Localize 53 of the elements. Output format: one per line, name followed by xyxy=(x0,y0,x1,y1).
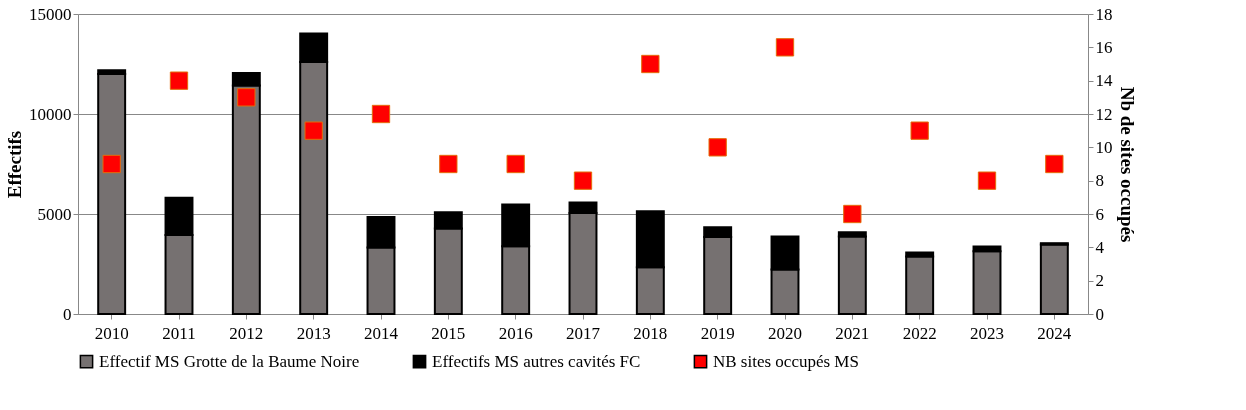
y-tick-label: 15000 xyxy=(29,4,72,24)
y2-tick-label: 14 xyxy=(1095,71,1113,91)
legend-label: Effectif MS Grotte de la Baume Noire xyxy=(99,351,360,371)
bar xyxy=(97,73,127,315)
y2-tick-label: 4 xyxy=(1095,237,1105,257)
legend-label: Effectifs MS autres cavités FC xyxy=(432,351,641,371)
point xyxy=(506,154,525,174)
y2-tick-label: 12 xyxy=(1095,104,1113,124)
legend-label: NB sites occupés MS xyxy=(713,351,859,371)
bar xyxy=(837,235,867,315)
x-tick-label: 2012 xyxy=(229,323,264,343)
bar xyxy=(905,255,935,315)
point xyxy=(910,121,929,140)
point xyxy=(977,171,997,190)
y2-tick-label: 16 xyxy=(1095,37,1113,57)
y-tick-label: 0 xyxy=(63,304,72,324)
x-tick-label: 2016 xyxy=(498,323,533,343)
x-tick-label: 2022 xyxy=(902,323,937,343)
y-tick-label: 5000 xyxy=(37,204,72,224)
x-tick-label: 2023 xyxy=(970,323,1004,343)
point xyxy=(102,154,121,174)
point xyxy=(371,104,391,124)
point xyxy=(237,88,256,107)
x-tick-label: 2017 xyxy=(566,323,601,343)
y-axis-title: Effectifs xyxy=(4,130,25,199)
point xyxy=(843,204,862,224)
x-tick-label: 2011 xyxy=(162,323,196,343)
point xyxy=(573,171,593,190)
point xyxy=(439,154,458,174)
x-tick-label: 2015 xyxy=(431,323,466,343)
y2-tick-label: 6 xyxy=(1095,204,1104,224)
point xyxy=(775,38,795,57)
x-tick-label: 2018 xyxy=(633,323,668,343)
x-tick-label: 2013 xyxy=(296,323,331,343)
x-tick-label: 2024 xyxy=(1037,323,1072,343)
y-tick-label: 10000 xyxy=(29,104,72,124)
y2-axis-title: Nb de sites occupés xyxy=(1116,86,1138,243)
x-tick-label: 2014 xyxy=(364,323,399,343)
y2-tick-label: 18 xyxy=(1095,4,1113,24)
x-tick-label: 2010 xyxy=(94,323,129,343)
bar xyxy=(1039,243,1069,315)
y2-tick-label: 10 xyxy=(1095,137,1113,157)
point xyxy=(708,138,727,157)
x-tick-label: 2019 xyxy=(700,323,735,343)
point xyxy=(641,54,660,74)
x-tick-label: 2020 xyxy=(768,323,802,343)
point xyxy=(1045,154,1064,174)
y2-tick-label: 2 xyxy=(1095,271,1104,291)
x-tick-label: 2021 xyxy=(835,323,870,343)
y2-tick-label: 0 xyxy=(1095,304,1104,324)
point xyxy=(304,121,323,140)
y2-tick-label: 8 xyxy=(1095,171,1104,191)
point xyxy=(169,71,189,90)
